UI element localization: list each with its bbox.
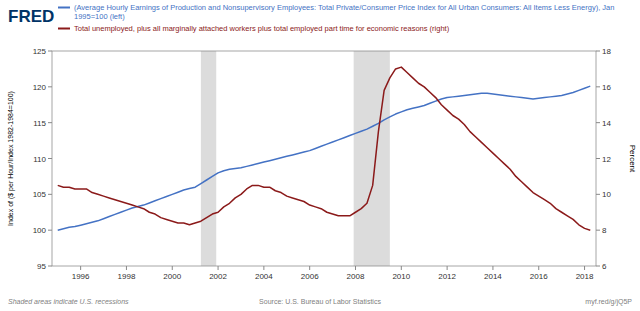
x-tick <box>172 266 173 270</box>
x-tick-label: 2008 <box>347 272 365 281</box>
y2-tick-label: 16 <box>602 83 611 92</box>
series-line <box>58 86 591 230</box>
x-tick-label: 2002 <box>209 272 227 281</box>
legend-swatch <box>58 28 70 30</box>
chart: FRED (Average Hourly Earnings of Producti… <box>0 0 640 311</box>
recession-shade <box>201 51 216 266</box>
y2-tick <box>596 122 600 123</box>
y-tick-label: 100 <box>33 226 47 235</box>
x-tick <box>355 266 356 270</box>
x-tick-label: 2016 <box>530 272 548 281</box>
legend-entry: (Average Hourly Earnings of Production a… <box>58 3 614 21</box>
y2-tick-label: 14 <box>602 119 611 128</box>
y-tick <box>48 194 52 195</box>
y-tick <box>48 158 52 159</box>
plot-frame <box>52 51 596 266</box>
x-tick-label: 2010 <box>392 272 410 281</box>
footer-source: Source: U.S. Bureau of Labor Statistics <box>259 298 381 305</box>
x-tick-label: 2012 <box>438 272 456 281</box>
y-tick <box>48 230 52 231</box>
x-tick <box>218 266 219 270</box>
y-tick <box>48 266 52 267</box>
footer-note: Shaded areas indicate U.S. recessions <box>8 298 129 305</box>
x-tick <box>584 266 585 270</box>
y2-tick-label: 12 <box>602 155 611 164</box>
x-tick <box>447 266 448 270</box>
x-tick <box>263 266 264 270</box>
x-tick <box>126 266 127 270</box>
y-tick <box>48 122 52 123</box>
y-tick <box>48 51 52 52</box>
y-tick-label: 115 <box>33 119 46 128</box>
x-tick-label: 2014 <box>484 272 502 281</box>
recession-shade <box>354 51 390 266</box>
logo: FRED <box>8 7 54 26</box>
y-tick-label: 105 <box>33 190 47 199</box>
x-tick-label: 1998 <box>118 272 136 281</box>
legend-label: (Average Hourly Earnings of Production a… <box>74 3 614 21</box>
y2-tick <box>596 194 600 195</box>
y2-tick-label: 18 <box>602 47 611 56</box>
y-tick-label: 110 <box>33 155 46 164</box>
x-tick-label: 2018 <box>576 272 594 281</box>
series-line <box>58 67 591 230</box>
x-tick <box>538 266 539 270</box>
y2-tick-label: 10 <box>602 190 611 199</box>
legend-label-line: 1995=100 (left) <box>74 12 125 21</box>
footer-link: myf.red/g/jQ5P <box>585 298 632 306</box>
legend-label-line: Total unemployed, plus all marginally at… <box>74 24 450 33</box>
y-tick-label: 125 <box>33 47 47 56</box>
x-tick <box>401 266 402 270</box>
y2-tick <box>596 51 600 52</box>
legend-label-line: (Average Hourly Earnings of Production a… <box>74 3 614 12</box>
y2-tick-label: 8 <box>602 226 607 235</box>
x-tick-label: 1996 <box>72 272 90 281</box>
y-axis-label: Index of ($ per Hour/Index 1982-1984=100… <box>7 91 15 226</box>
x-tick-label: 2006 <box>301 272 319 281</box>
y-tick-label: 95 <box>37 262 46 271</box>
y2-tick <box>596 86 600 87</box>
y2-tick <box>596 230 600 231</box>
y-tick <box>48 86 52 87</box>
plot-area <box>58 51 591 266</box>
x-tick <box>80 266 81 270</box>
y2-tick <box>596 266 600 267</box>
x-tick-label: 2004 <box>255 272 273 281</box>
x-tick <box>492 266 493 270</box>
legend-label: Total unemployed, plus all marginally at… <box>74 24 450 33</box>
y2-axis-label: Percent <box>628 145 637 173</box>
x-tick <box>309 266 310 270</box>
legend-swatch <box>58 7 70 9</box>
x-tick-label: 2000 <box>163 272 181 281</box>
background <box>0 0 640 311</box>
y2-tick <box>596 158 600 159</box>
y2-tick-label: 6 <box>602 262 607 271</box>
y-tick-label: 120 <box>33 83 47 92</box>
legend-entry: Total unemployed, plus all marginally at… <box>58 24 450 33</box>
